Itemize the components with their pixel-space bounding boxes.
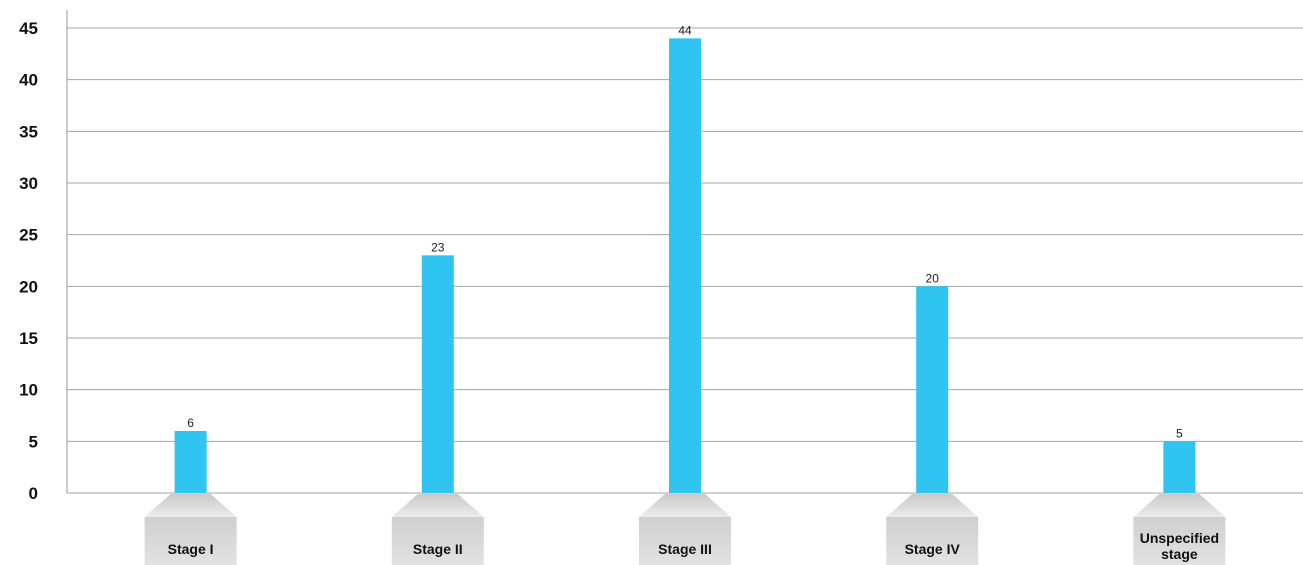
category-label: Stage II [413,541,463,557]
category-label-box [144,517,237,565]
y-tick-label: 20 [19,277,38,296]
category-label-box [391,517,484,565]
category-label: Stage IV [905,541,961,557]
y-tick-label: 30 [19,174,38,193]
category-label-tab [1133,494,1226,517]
y-axis: 0 5 10 15 20 25 30 35 40 45 [19,10,68,503]
bar [669,38,701,493]
category-label-box [639,517,731,565]
category-label-tab [886,494,979,517]
bar [916,286,949,493]
category-label: Stage III [658,541,712,557]
category-label-tab [391,494,484,517]
data-label: 23 [431,240,445,254]
bar [1163,441,1196,493]
bar [421,255,454,493]
data-label: 5 [1176,426,1183,440]
y-tick-label: 25 [19,226,38,245]
y-tick-label: 15 [19,329,38,348]
category-label: stage [1161,546,1198,562]
y-tick-label: 45 [19,19,38,38]
category-label-box [886,517,979,565]
category-label-boxes: Stage I Stage II Stage III Stage IV Unspecif… [144,494,1226,565]
y-tick-label: 0 [29,484,38,503]
bars: 6 23 44 20 5 [174,23,1196,493]
bar [174,431,207,493]
data-label: 6 [187,416,194,430]
category-label-box [1133,517,1226,565]
data-label: 44 [678,23,692,37]
y-tick-label: 35 [19,122,38,141]
y-tick-label: 5 [29,432,38,451]
y-tick-label: 10 [19,381,38,400]
category-label: Stage I [168,541,214,557]
data-label: 20 [926,271,940,285]
y-tick-label: 40 [19,71,38,90]
category-label-tab [639,494,731,517]
category-label-tab [144,494,237,517]
category-label: Unspecified [1140,530,1219,546]
